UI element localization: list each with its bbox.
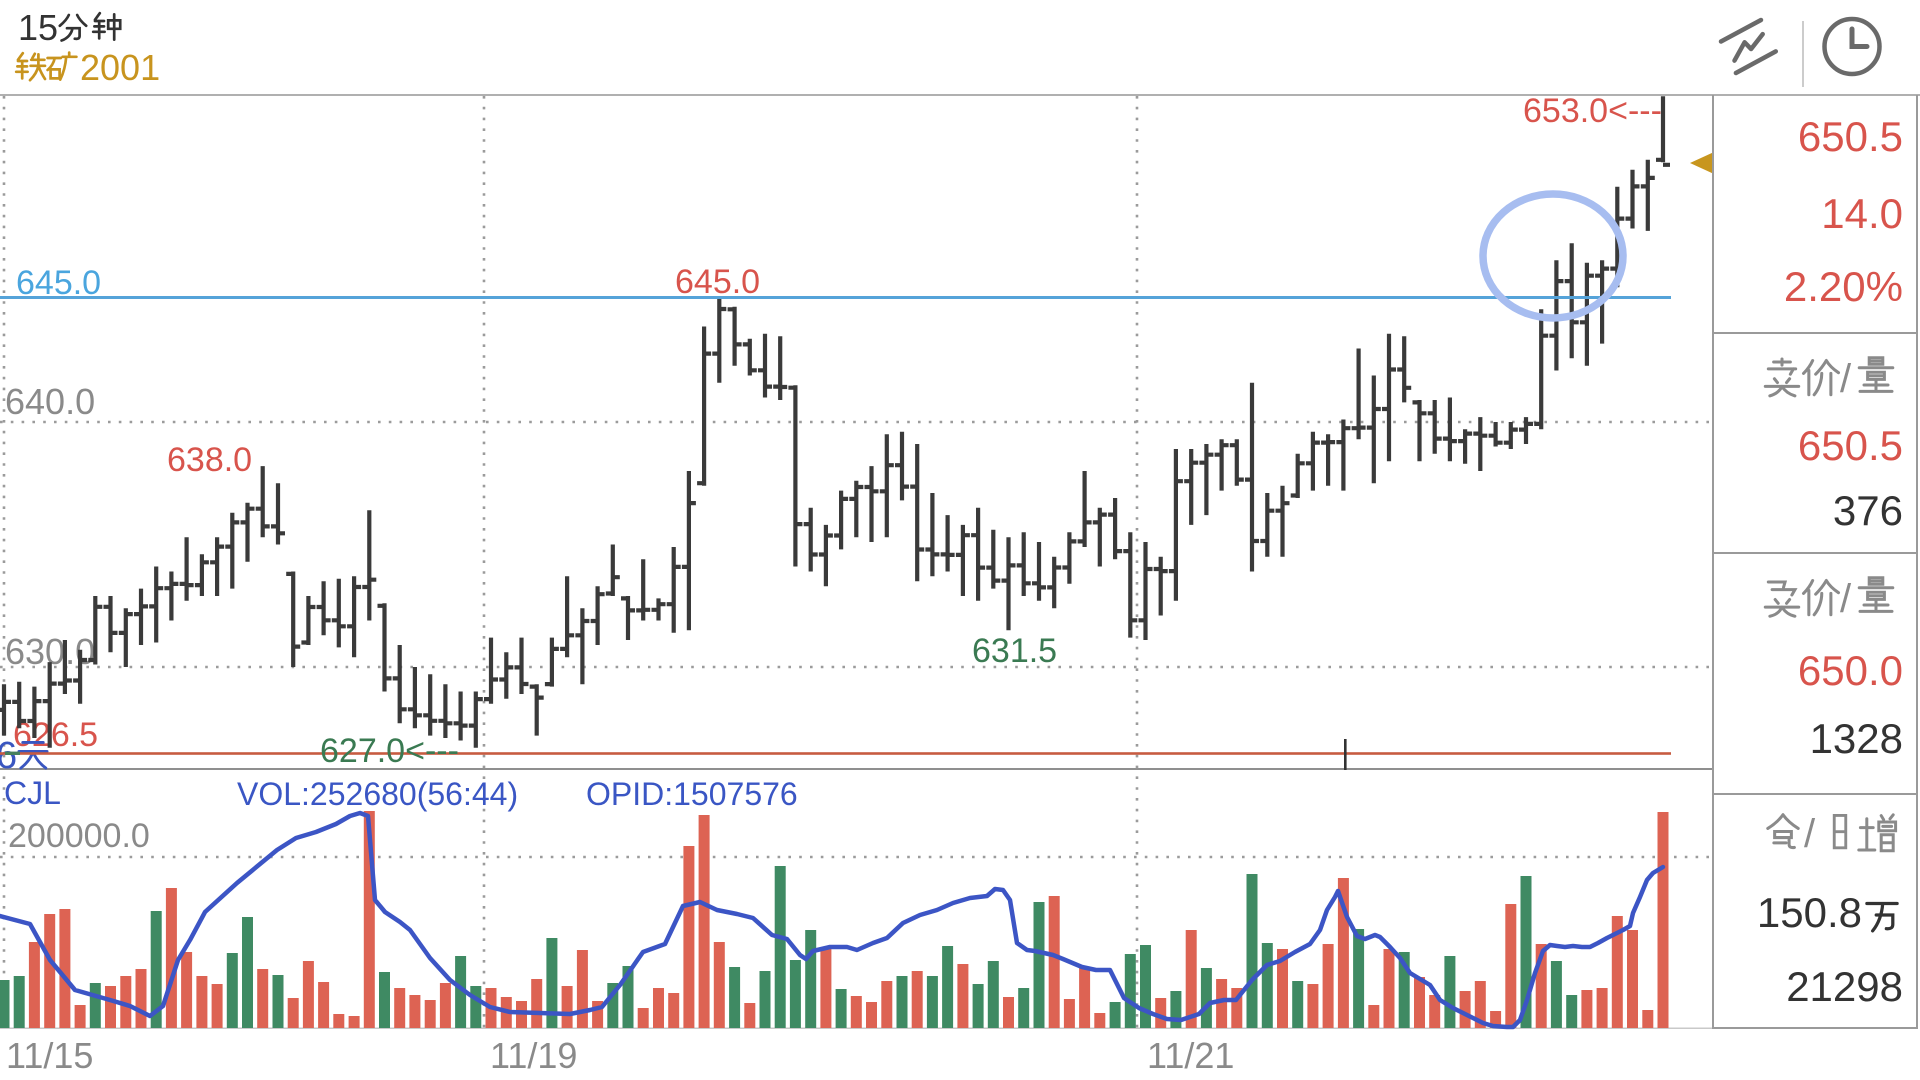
svg-text:/: / [1840, 357, 1852, 401]
svg-text:640.0: 640.0 [5, 381, 95, 422]
svg-text:645.0: 645.0 [675, 263, 760, 301]
svg-text:CJL: CJL [4, 775, 61, 811]
svg-text:21298: 21298 [1786, 963, 1903, 1010]
svg-text:376: 376 [1833, 487, 1903, 534]
svg-text:VOL:252680(56:44): VOL:252680(56:44) [237, 776, 518, 812]
svg-text:650.0: 650.0 [1798, 647, 1903, 694]
svg-text:11/21: 11/21 [1147, 1035, 1234, 1076]
svg-text:638.0: 638.0 [167, 441, 252, 479]
svg-text:14.0: 14.0 [1821, 190, 1903, 237]
svg-text:15: 15 [18, 7, 58, 48]
svg-text:626.5: 626.5 [13, 716, 98, 754]
svg-text:2.20%: 2.20% [1784, 263, 1903, 310]
svg-text:645.0: 645.0 [16, 264, 101, 302]
svg-text:/: / [1840, 577, 1852, 621]
svg-text:/: / [1804, 812, 1816, 856]
svg-text:11/19: 11/19 [490, 1035, 577, 1076]
svg-text:653.0<---: 653.0<--- [1523, 92, 1662, 130]
svg-text:200000.0: 200000.0 [8, 817, 150, 855]
svg-text:150.8: 150.8 [1757, 889, 1862, 936]
svg-text:1328: 1328 [1810, 715, 1903, 762]
svg-text:631.5: 631.5 [972, 632, 1057, 670]
svg-text:6: 6 [0, 735, 17, 777]
svg-text:627.0<---: 627.0<--- [320, 732, 459, 770]
svg-text:OPID:1507576: OPID:1507576 [586, 776, 798, 812]
svg-text:650.5: 650.5 [1798, 113, 1903, 160]
svg-text:650.5: 650.5 [1798, 422, 1903, 469]
svg-text:11/15: 11/15 [6, 1035, 93, 1076]
svg-text:2001: 2001 [80, 47, 160, 88]
